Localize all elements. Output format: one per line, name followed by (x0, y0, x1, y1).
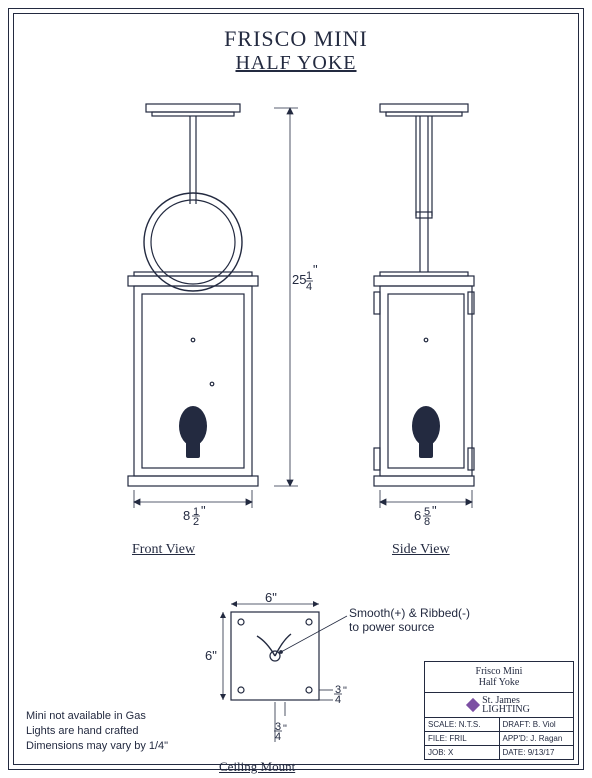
svg-text:25: 25 (292, 272, 306, 287)
title-line2: HALF YOKE (14, 52, 578, 75)
brand-diamond-icon (466, 698, 480, 712)
info-row-scale: SCALE: N.T.S. DRAFT: B. Viol (425, 718, 573, 732)
svg-text:6: 6 (414, 508, 421, 523)
front-view-label: Front View (132, 542, 195, 558)
title-block-table: Frisco MiniHalf Yoke St. JamesLIGHTING S… (424, 661, 574, 760)
side-view-label: Side View (392, 542, 450, 558)
svg-text:": " (283, 723, 287, 735)
power-note-line2: to power source (349, 620, 434, 634)
svg-text:": " (343, 685, 347, 697)
info-row-file: FILE: FRIL APP'D: J. Ragan (425, 732, 573, 746)
inner-border: stj FRISCO MINI HALF YOKE (13, 13, 579, 765)
info-row-job: JOB: X DATE: 9/13/17 (425, 746, 573, 759)
info-brand: St. JamesLIGHTING (425, 693, 573, 717)
svg-text:8: 8 (424, 516, 430, 528)
front-view-drawing: 8 1 2 " (84, 104, 304, 534)
footnote-1: Mini not available in Gas (26, 709, 168, 724)
power-note-line1: Smooth(+) & Ribbed(-) (349, 606, 470, 620)
title-line1: FRISCO MINI (14, 26, 578, 52)
svg-text:": " (313, 262, 318, 277)
ceiling-mount-drawing: 6" 6" 3 4 " 3 4 " (219, 594, 349, 754)
drawing-area: 8 1 2 " 25 1 4 " (14, 84, 578, 584)
power-note: Smooth(+) & Ribbed(-) to power source (349, 606, 549, 635)
svg-text:4: 4 (335, 694, 341, 706)
height-dimension: 25 1 4 " (274, 104, 314, 504)
svg-text:6": 6" (205, 648, 217, 663)
svg-text:6": 6" (265, 590, 277, 605)
info-product: Frisco MiniHalf Yoke (425, 662, 573, 692)
footnotes: Mini not available in Gas Lights are han… (26, 709, 168, 754)
svg-text:4: 4 (275, 731, 281, 743)
outer-border: stj FRISCO MINI HALF YOKE (8, 8, 584, 770)
svg-text:": " (201, 503, 206, 518)
ceiling-mount-label: Ceiling Mount (219, 759, 295, 775)
svg-text:2: 2 (193, 516, 199, 528)
svg-text:4: 4 (306, 281, 312, 293)
svg-text:": " (432, 503, 437, 518)
footnote-2: Lights are hand crafted (26, 724, 168, 739)
svg-text:8: 8 (183, 508, 190, 523)
title-block: FRISCO MINI HALF YOKE (14, 26, 578, 75)
side-view-drawing: 6 5 8 " (344, 104, 524, 534)
footnote-3: Dimensions may vary by 1/4" (26, 739, 168, 754)
